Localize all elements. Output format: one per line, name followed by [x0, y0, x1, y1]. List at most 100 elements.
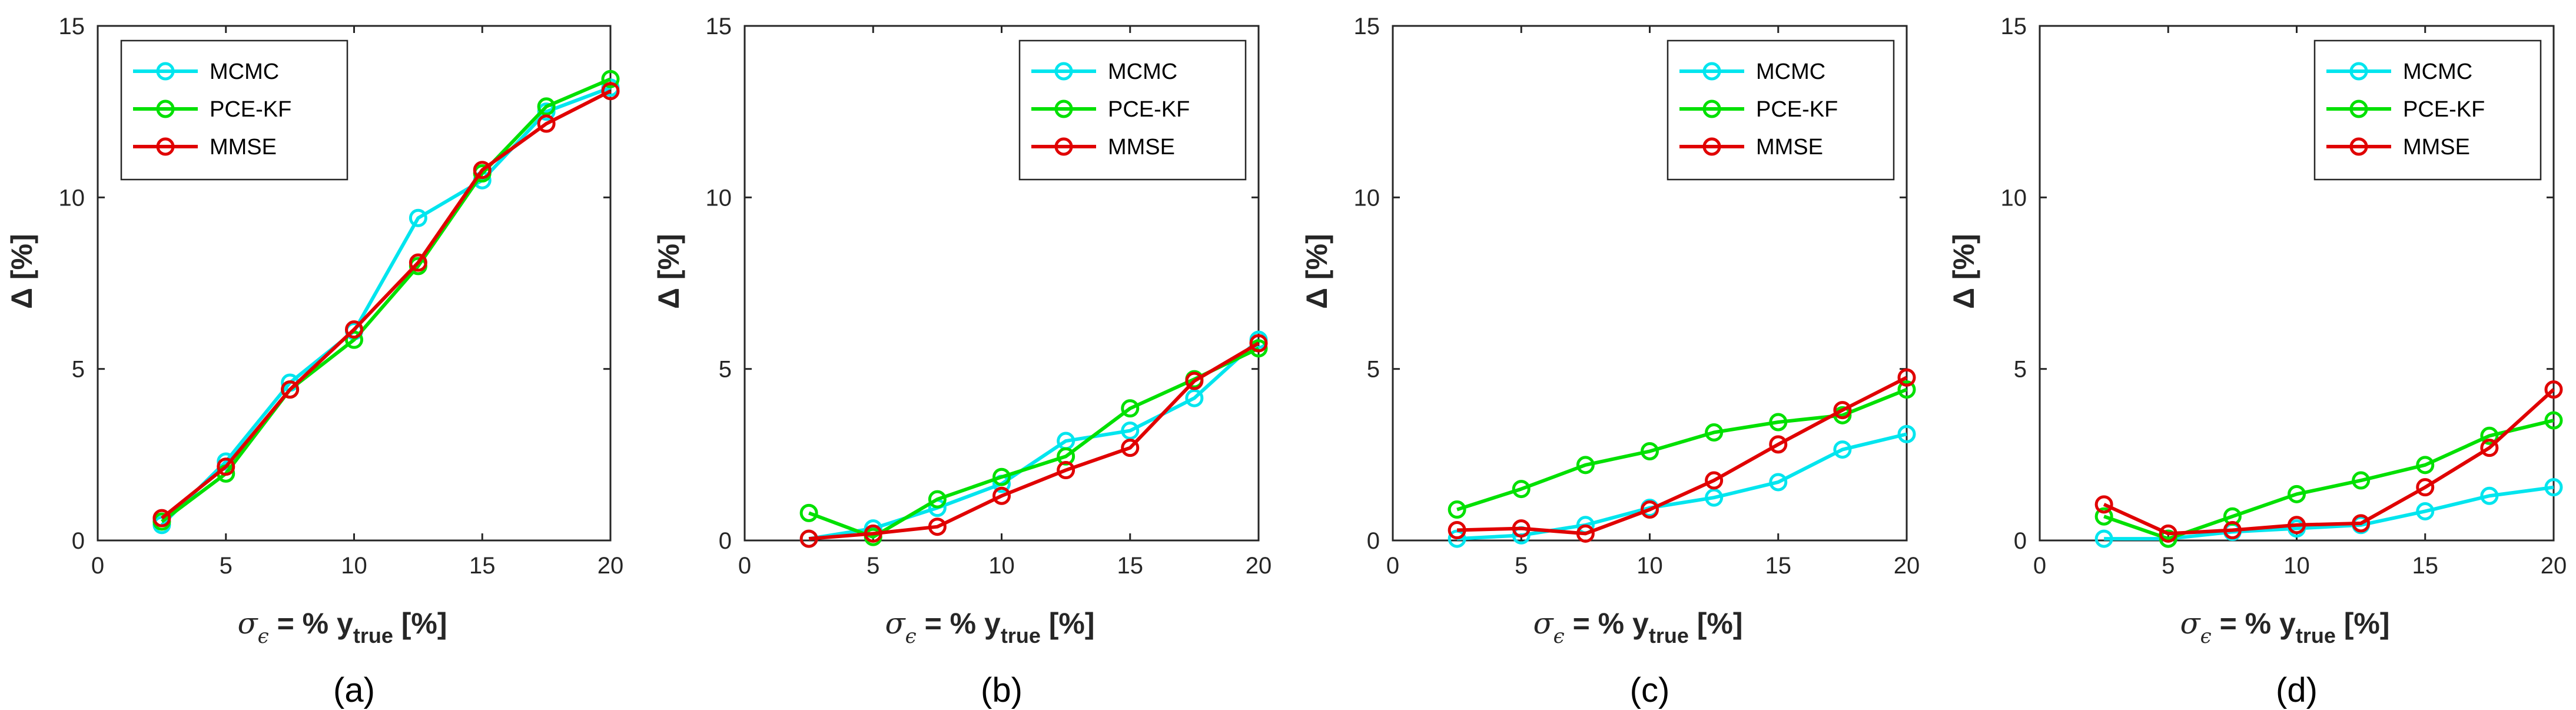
x-axis-label-part: true — [2296, 623, 2336, 648]
legend: MCMC PCE-KF MMSE — [120, 39, 348, 181]
x-axis-label-part: = % y — [917, 607, 1001, 640]
series-line-mcmc — [1456, 432, 1907, 541]
x-tick-label: 0 — [1386, 553, 1399, 579]
legend-marker-mcmc — [156, 62, 175, 81]
x-tick-label: 20 — [597, 553, 624, 579]
data-point-pce-kf — [2159, 529, 2177, 548]
series-line-pce-kf — [2103, 419, 2554, 541]
legend-marker-mcmc — [1054, 62, 1073, 81]
data-point-mmse — [1121, 439, 1140, 457]
x-tick-label: 20 — [1894, 553, 1920, 579]
series-line-mcmc — [808, 338, 1260, 541]
data-point-mmse — [1705, 471, 1724, 490]
data-point-mmse — [2480, 439, 2499, 457]
x-axis-label: σϵ = % ytrue [%] — [238, 606, 447, 648]
data-point-mmse — [2159, 524, 2177, 543]
y-tick-label: 10 — [1354, 185, 1380, 211]
data-point-mmse — [992, 486, 1011, 505]
legend-label: MMSE — [2403, 135, 2470, 160]
x-axis-label: σϵ = % ytrue [%] — [2180, 606, 2390, 648]
x-axis-label-part: [%] — [2336, 607, 2390, 640]
x-axis-label-part: σ — [1533, 606, 1555, 641]
x-axis-label-part: σ — [2180, 606, 2202, 641]
data-point-pce-kf — [2223, 507, 2242, 526]
x-tick-label: 15 — [469, 553, 496, 579]
legend-label: PCE-KF — [2403, 97, 2485, 122]
x-axis-label-part: [%] — [1041, 607, 1095, 640]
legend-marker-pce-kf — [2349, 99, 2368, 118]
data-point-mmse — [1249, 334, 1268, 353]
y-axis-label: Δ [%] — [5, 234, 38, 309]
data-point-mmse — [281, 380, 300, 399]
data-point-mcmc — [1897, 424, 1916, 443]
y-tick-label: 0 — [719, 528, 732, 554]
data-point-mmse — [928, 517, 947, 536]
x-tick-label: 10 — [988, 553, 1015, 579]
legend: MCMC PCE-KF MMSE — [1667, 39, 1895, 181]
data-point-mmse — [2223, 521, 2242, 540]
data-point-mmse — [1185, 371, 1204, 390]
data-point-mmse — [2352, 514, 2371, 533]
x-tick-label: 10 — [341, 553, 367, 579]
data-point-mmse — [864, 524, 882, 543]
data-point-mcmc — [409, 208, 427, 227]
series-line-mcmc — [160, 86, 612, 526]
legend-marker-mcmc — [1702, 62, 1721, 81]
x-tick-label: 20 — [1246, 553, 1272, 579]
y-tick-label: 15 — [1354, 14, 1380, 39]
data-point-mmse — [409, 253, 427, 272]
data-point-mcmc — [1121, 422, 1140, 440]
y-axis-label: Δ [%] — [652, 234, 685, 309]
legend-marker-mmse — [1702, 137, 1721, 156]
x-tick-label: 0 — [91, 553, 104, 579]
legend-marker-pce-kf — [1702, 99, 1721, 118]
x-tick-label: 5 — [2162, 553, 2175, 579]
data-point-mmse — [537, 114, 556, 133]
x-tick-label: 10 — [2283, 553, 2310, 579]
legend-label: MCMC — [1108, 59, 1177, 84]
data-point-pce-kf — [799, 503, 818, 522]
x-axis-label-part: = % y — [269, 607, 353, 640]
data-point-pce-kf — [601, 69, 620, 88]
legend-label: MMSE — [210, 135, 277, 160]
x-axis-label-part: true — [1001, 623, 1041, 648]
data-point-pce-kf — [1897, 380, 1916, 399]
data-point-mmse — [1512, 519, 1531, 538]
series-line-mmse — [1457, 376, 1908, 536]
data-point-mcmc — [2544, 478, 2563, 497]
data-point-pce-kf — [2352, 471, 2371, 490]
panel-label: (c) — [1630, 671, 1670, 709]
y-tick-label: 5 — [2014, 357, 2027, 383]
y-tick-label: 0 — [1367, 528, 1380, 554]
y-axis-label: Δ [%] — [1947, 234, 1980, 309]
data-point-pce-kf — [1512, 480, 1531, 499]
x-axis-label-part: σ — [238, 606, 259, 641]
data-point-mmse — [601, 82, 620, 101]
x-axis-label-part: true — [353, 623, 393, 648]
data-point-mcmc — [1185, 389, 1204, 407]
legend-label: MCMC — [1756, 59, 1825, 84]
data-point-mmse — [217, 457, 235, 476]
x-tick-label: 5 — [1515, 553, 1528, 579]
data-point-pce-kf — [1057, 447, 1075, 466]
data-point-mmse — [1641, 500, 1659, 519]
y-tick-label: 10 — [59, 185, 85, 211]
data-point-mcmc — [1705, 488, 1724, 507]
data-point-mmse — [2544, 380, 2563, 399]
data-point-mcmc — [2416, 502, 2435, 520]
legend-label: PCE-KF — [210, 97, 291, 122]
series-line-mmse — [160, 89, 612, 520]
data-point-mmse — [799, 529, 818, 548]
data-point-mmse — [1057, 461, 1075, 480]
data-point-mcmc — [1448, 529, 1466, 548]
y-tick-label: 5 — [719, 357, 732, 383]
series-line-pce-kf — [161, 77, 612, 523]
legend-marker-mmse — [1054, 137, 1073, 156]
x-tick-label: 0 — [738, 553, 751, 579]
data-point-pce-kf — [1769, 413, 1788, 432]
x-axis-label-part: ϵ — [2200, 625, 2212, 648]
series-line-mmse — [808, 341, 1260, 541]
legend-label: PCE-KF — [1756, 97, 1838, 122]
data-point-mmse — [2288, 516, 2306, 535]
